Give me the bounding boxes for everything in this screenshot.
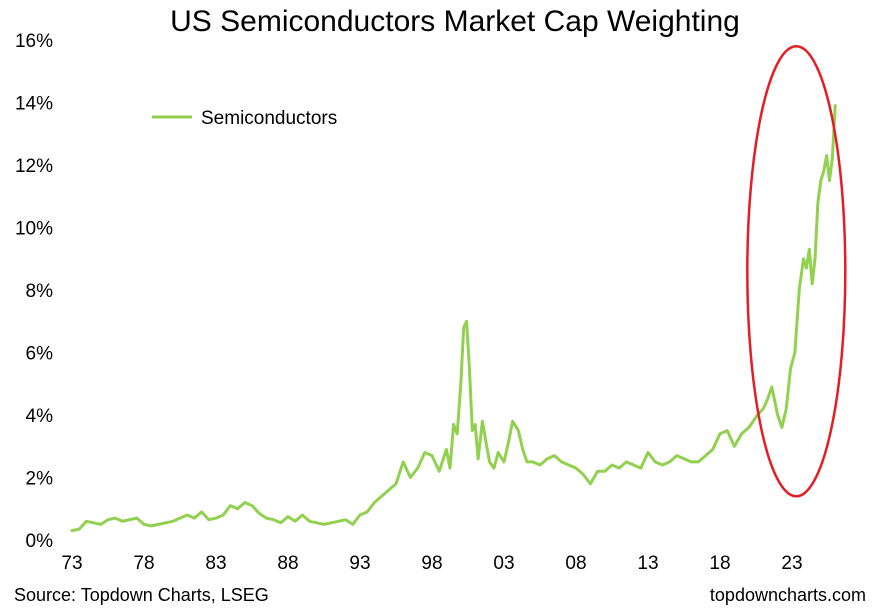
series-line-semiconductors xyxy=(70,104,837,533)
x-tick-label: 78 xyxy=(133,553,154,574)
x-tick-label: 23 xyxy=(781,553,802,574)
highlight-ellipse xyxy=(746,45,847,498)
chart-title: US Semiconductors Market Cap Weighting xyxy=(170,5,740,38)
x-tick-label: 98 xyxy=(421,553,442,574)
x-tick-label: 73 xyxy=(61,553,82,574)
y-axis: 0% 2% 4% 6% 8% 10% 12% 14% 16% xyxy=(15,31,53,552)
legend-label: Semiconductors xyxy=(201,108,337,129)
x-tick-label: 83 xyxy=(205,553,226,574)
legend: Semiconductors xyxy=(152,108,337,129)
series-layer xyxy=(70,104,837,533)
x-tick-label: 88 xyxy=(277,553,298,574)
y-tick-label: 10% xyxy=(15,219,53,240)
y-tick-label: 0% xyxy=(26,531,54,552)
x-tick-label: 13 xyxy=(637,553,658,574)
x-tick-label: 93 xyxy=(349,553,370,574)
x-tick-label: 08 xyxy=(565,553,586,574)
y-tick-label: 12% xyxy=(15,156,53,177)
y-tick-label: 8% xyxy=(26,281,54,302)
x-axis: 73 78 83 88 93 98 03 08 13 18 23 xyxy=(61,553,802,574)
watermark: topdowncharts.com xyxy=(710,585,866,605)
y-tick-label: 2% xyxy=(26,469,54,490)
y-tick-label: 6% xyxy=(26,344,54,365)
y-tick-label: 14% xyxy=(15,94,53,115)
y-tick-label: 16% xyxy=(15,31,53,52)
y-tick-label: 4% xyxy=(26,406,54,427)
x-tick-label: 18 xyxy=(709,553,730,574)
source-note: Source: Topdown Charts, LSEG xyxy=(14,585,269,605)
x-tick-label: 03 xyxy=(493,553,514,574)
